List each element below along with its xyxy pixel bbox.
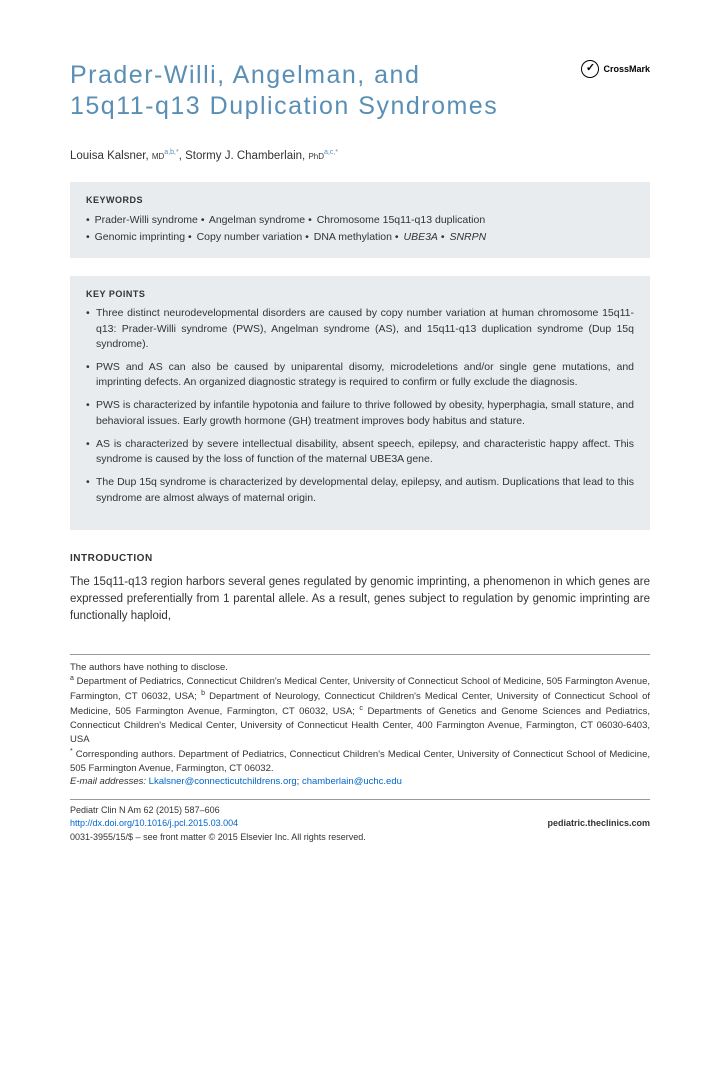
- footnotes-block: The authors have nothing to disclose. a …: [70, 661, 650, 790]
- email-link-2[interactable]: chamberlain@uchc.edu: [302, 776, 402, 787]
- publication-info: Pediatr Clin N Am 62 (2015) 587–606 http…: [70, 804, 650, 829]
- journal-citation: Pediatr Clin N Am 62 (2015) 587–606: [70, 804, 238, 817]
- author-line: Louisa Kalsner, MDa,b,*, Stormy J. Chamb…: [70, 148, 650, 164]
- keyword-8: SNRPN: [449, 231, 486, 243]
- keypoint-item: PWS is characterized by infantile hypoto…: [86, 398, 634, 428]
- copyright-line: 0031-3955/15/$ – see front matter © 2015…: [70, 831, 650, 844]
- author-2-degree: PhD: [308, 152, 324, 161]
- keyword-2: Angelman syndrome: [209, 214, 305, 226]
- page-title: Prader-Willi, Angelman, and 15q11-q13 Du…: [70, 60, 510, 123]
- pubinfo-left: Pediatr Clin N Am 62 (2015) 587–606 http…: [70, 804, 238, 829]
- keyword-3: Chromosome 15q11-q13 duplication: [317, 214, 486, 226]
- author-1-name: Louisa Kalsner,: [70, 150, 152, 162]
- keypoint-item: The Dup 15q syndrome is characterized by…: [86, 475, 634, 505]
- disclosure-text: The authors have nothing to disclose.: [70, 661, 650, 675]
- author-1-affil: a,b,*: [164, 149, 178, 156]
- email-label: E-mail addresses:: [70, 776, 149, 787]
- keypoint-item: AS is characterized by severe intellectu…: [86, 437, 634, 467]
- crossmark-label: CrossMark: [603, 63, 650, 76]
- keyword-1: Prader-Willi syndrome: [95, 214, 198, 226]
- keywords-heading: KEYWORDS: [86, 194, 634, 207]
- keypoints-list: Three distinct neurodevelopmental disord…: [86, 306, 634, 505]
- keypoint-item: Three distinct neurodevelopmental disord…: [86, 306, 634, 352]
- keypoint-item: PWS and AS can also be caused by unipare…: [86, 360, 634, 390]
- keypoints-box: KEY POINTS Three distinct neurodevelopme…: [70, 276, 650, 530]
- doi-link[interactable]: http://dx.doi.org/10.1016/j.pcl.2015.03.…: [70, 817, 238, 830]
- keywords-box: KEYWORDS • Prader-Willi syndrome • Angel…: [70, 182, 650, 258]
- author-2-affil: a,c,*: [324, 149, 338, 156]
- intro-paragraph: The 15q11-q13 region harbors several gen…: [70, 574, 650, 626]
- pubinfo-divider: [70, 799, 650, 800]
- author-1-degree: MD: [152, 152, 164, 161]
- intro-heading: INTRODUCTION: [70, 552, 650, 566]
- keyword-7: UBE3A: [404, 231, 438, 243]
- keypoints-heading: KEY POINTS: [86, 288, 634, 301]
- crossmark-icon: ✓: [581, 60, 599, 78]
- email-link-1[interactable]: Lkalsner@connecticutchildrens.org: [149, 776, 297, 787]
- pubinfo-right: pediatric.theclinics.com: [547, 804, 650, 829]
- journal-site[interactable]: pediatric.theclinics.com: [547, 818, 650, 828]
- keyword-5: Copy number variation: [197, 231, 303, 243]
- corresponding-text: Corresponding authors. Department of Ped…: [70, 749, 650, 774]
- footnote-divider: [70, 654, 650, 655]
- keywords-list: • Prader-Willi syndrome • Angelman syndr…: [86, 212, 634, 246]
- keyword-4: Genomic imprinting: [95, 231, 185, 243]
- keyword-6: DNA methylation: [314, 231, 392, 243]
- crossmark-badge[interactable]: ✓ CrossMark: [581, 60, 650, 78]
- author-2-name: , Stormy J. Chamberlain,: [179, 150, 309, 162]
